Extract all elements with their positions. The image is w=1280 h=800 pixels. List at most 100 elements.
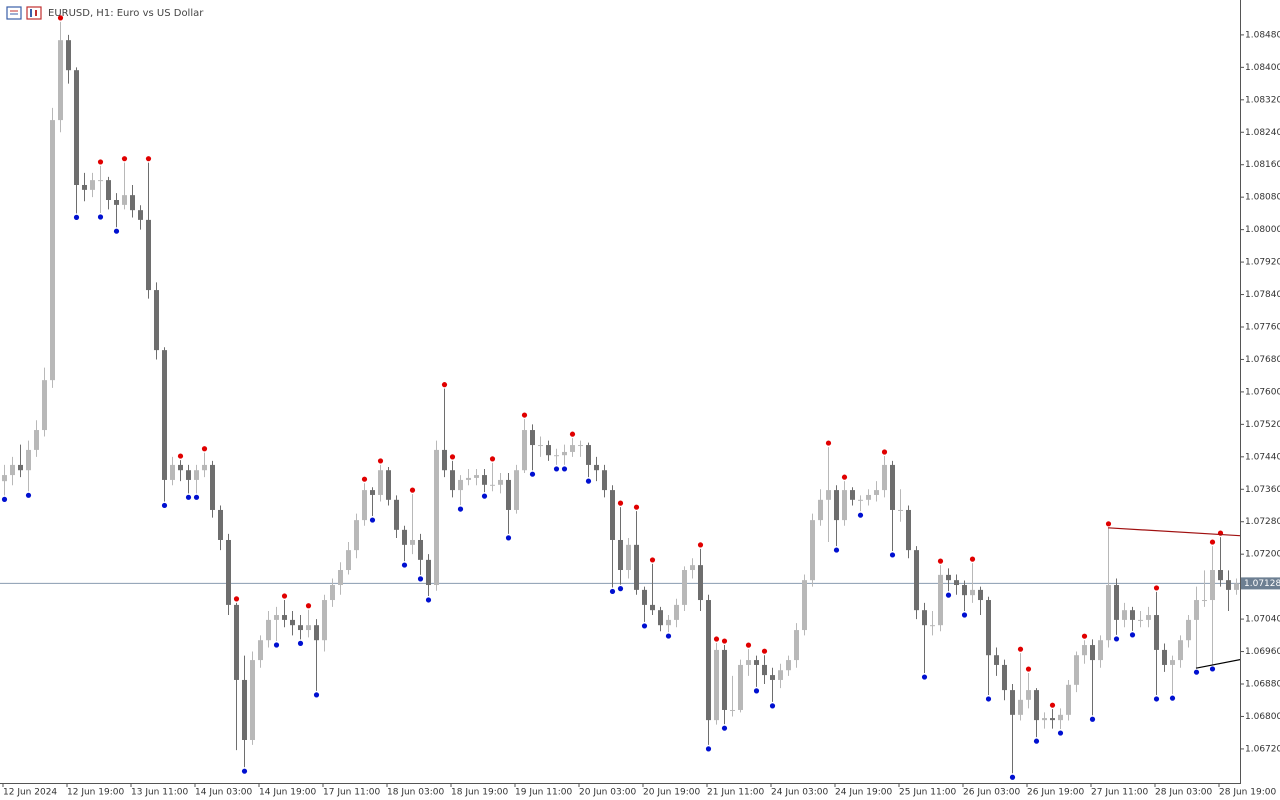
candle-body bbox=[306, 625, 311, 631]
fractal-up bbox=[201, 446, 208, 452]
y-tick-label: 1.07680 bbox=[1245, 355, 1280, 365]
fractal-up bbox=[121, 156, 128, 162]
fractal-down bbox=[665, 633, 672, 639]
fractal-up bbox=[825, 440, 832, 446]
fractal-up bbox=[697, 542, 704, 548]
candle-body bbox=[714, 649, 719, 721]
candle-body bbox=[754, 660, 759, 665]
candle-body bbox=[66, 40, 71, 71]
fractal-down bbox=[705, 746, 712, 752]
candle-body bbox=[154, 290, 159, 351]
fractal-down bbox=[769, 703, 776, 709]
candle-body bbox=[578, 445, 583, 447]
fractal-down bbox=[273, 642, 280, 648]
fractal-down bbox=[721, 725, 728, 731]
candle-body bbox=[378, 470, 383, 495]
fractal-down bbox=[945, 592, 952, 598]
candle-body bbox=[786, 660, 791, 671]
candle-body bbox=[1018, 699, 1023, 715]
fractal-down bbox=[297, 640, 304, 646]
candle-body bbox=[258, 640, 263, 661]
candle-body bbox=[490, 484, 495, 486]
candle-body bbox=[250, 660, 255, 740]
fractal-down bbox=[641, 623, 648, 629]
x-tick-label: 27 Jun 11:00 bbox=[1091, 788, 1148, 798]
y-tick-label: 1.07520 bbox=[1245, 420, 1280, 430]
candle-body bbox=[386, 470, 391, 500]
candle-body bbox=[738, 664, 743, 710]
fractal-down bbox=[505, 535, 512, 541]
candle-body bbox=[1042, 718, 1047, 721]
candle-body bbox=[322, 600, 327, 641]
candle-body bbox=[50, 120, 55, 381]
candle-body bbox=[1218, 570, 1223, 581]
candle-body bbox=[810, 520, 815, 581]
fractal-up bbox=[1049, 702, 1056, 708]
fractal-down bbox=[97, 214, 104, 220]
fractal-down bbox=[73, 214, 80, 220]
fractal-down bbox=[985, 696, 992, 702]
x-tick-label: 13 Jun 11:00 bbox=[131, 788, 188, 798]
candle-body bbox=[882, 464, 887, 491]
x-tick-label: 20 Jun 19:00 bbox=[643, 788, 700, 798]
fractal-down bbox=[457, 506, 464, 512]
candle-body bbox=[218, 509, 223, 540]
candle-body bbox=[922, 610, 927, 626]
fractal-down bbox=[1057, 730, 1064, 736]
candle-body bbox=[514, 470, 519, 510]
candle-body bbox=[890, 464, 895, 510]
candle-body bbox=[706, 600, 711, 721]
candle-body bbox=[1170, 660, 1175, 665]
fractal-up bbox=[1153, 585, 1160, 591]
x-tick-label: 24 Jun 19:00 bbox=[835, 788, 892, 798]
candle-body bbox=[210, 464, 215, 510]
x-tick-label: 25 Jun 11:00 bbox=[899, 788, 956, 798]
candle-body bbox=[402, 529, 407, 545]
candle-body bbox=[274, 615, 279, 620]
candle-body bbox=[1090, 645, 1095, 661]
candle-body bbox=[826, 490, 831, 500]
candle-body bbox=[1130, 610, 1135, 620]
candle-body bbox=[970, 589, 975, 596]
fractal-down bbox=[889, 552, 896, 558]
candle-body bbox=[98, 180, 103, 182]
y-tick-label: 1.07760 bbox=[1245, 322, 1280, 332]
candle-body bbox=[954, 580, 959, 586]
y-tick-label: 1.06960 bbox=[1245, 647, 1280, 657]
x-tick-label: 26 Jun 03:00 bbox=[963, 788, 1020, 798]
y-tick-label: 1.06880 bbox=[1245, 680, 1280, 690]
y-tick-label: 1.07440 bbox=[1245, 452, 1280, 462]
fractal-up bbox=[649, 557, 656, 563]
candle-body bbox=[90, 180, 95, 190]
fractal-up bbox=[1105, 521, 1112, 527]
candle-body bbox=[226, 539, 231, 605]
candle-body bbox=[114, 200, 119, 205]
candle-body bbox=[874, 490, 879, 495]
fractal-up bbox=[1017, 646, 1024, 652]
fractal-down bbox=[313, 692, 320, 698]
fractal-down bbox=[553, 466, 560, 472]
candle-body bbox=[602, 470, 607, 491]
fractal-up bbox=[305, 603, 312, 609]
candle-body bbox=[674, 604, 679, 620]
fractal-up bbox=[1025, 666, 1032, 672]
fractal-down bbox=[1209, 666, 1216, 672]
candle-body bbox=[858, 499, 863, 501]
candle-body bbox=[538, 445, 543, 447]
fractal-up bbox=[409, 487, 416, 493]
candle-body bbox=[770, 675, 775, 680]
candle-body bbox=[330, 585, 335, 601]
candle-body bbox=[178, 464, 183, 471]
fractal-down bbox=[193, 494, 200, 500]
fractal-down bbox=[1033, 738, 1040, 744]
fractal-down bbox=[1169, 695, 1176, 701]
y-tick-label: 1.08400 bbox=[1245, 63, 1280, 73]
fractal-down bbox=[617, 586, 624, 592]
y-tick-label: 1.08240 bbox=[1245, 128, 1280, 138]
fractal-down bbox=[833, 547, 840, 553]
candle-body bbox=[394, 499, 399, 530]
candle-body bbox=[1122, 610, 1127, 620]
fractal-down bbox=[857, 512, 864, 518]
candle-body bbox=[1146, 615, 1151, 620]
